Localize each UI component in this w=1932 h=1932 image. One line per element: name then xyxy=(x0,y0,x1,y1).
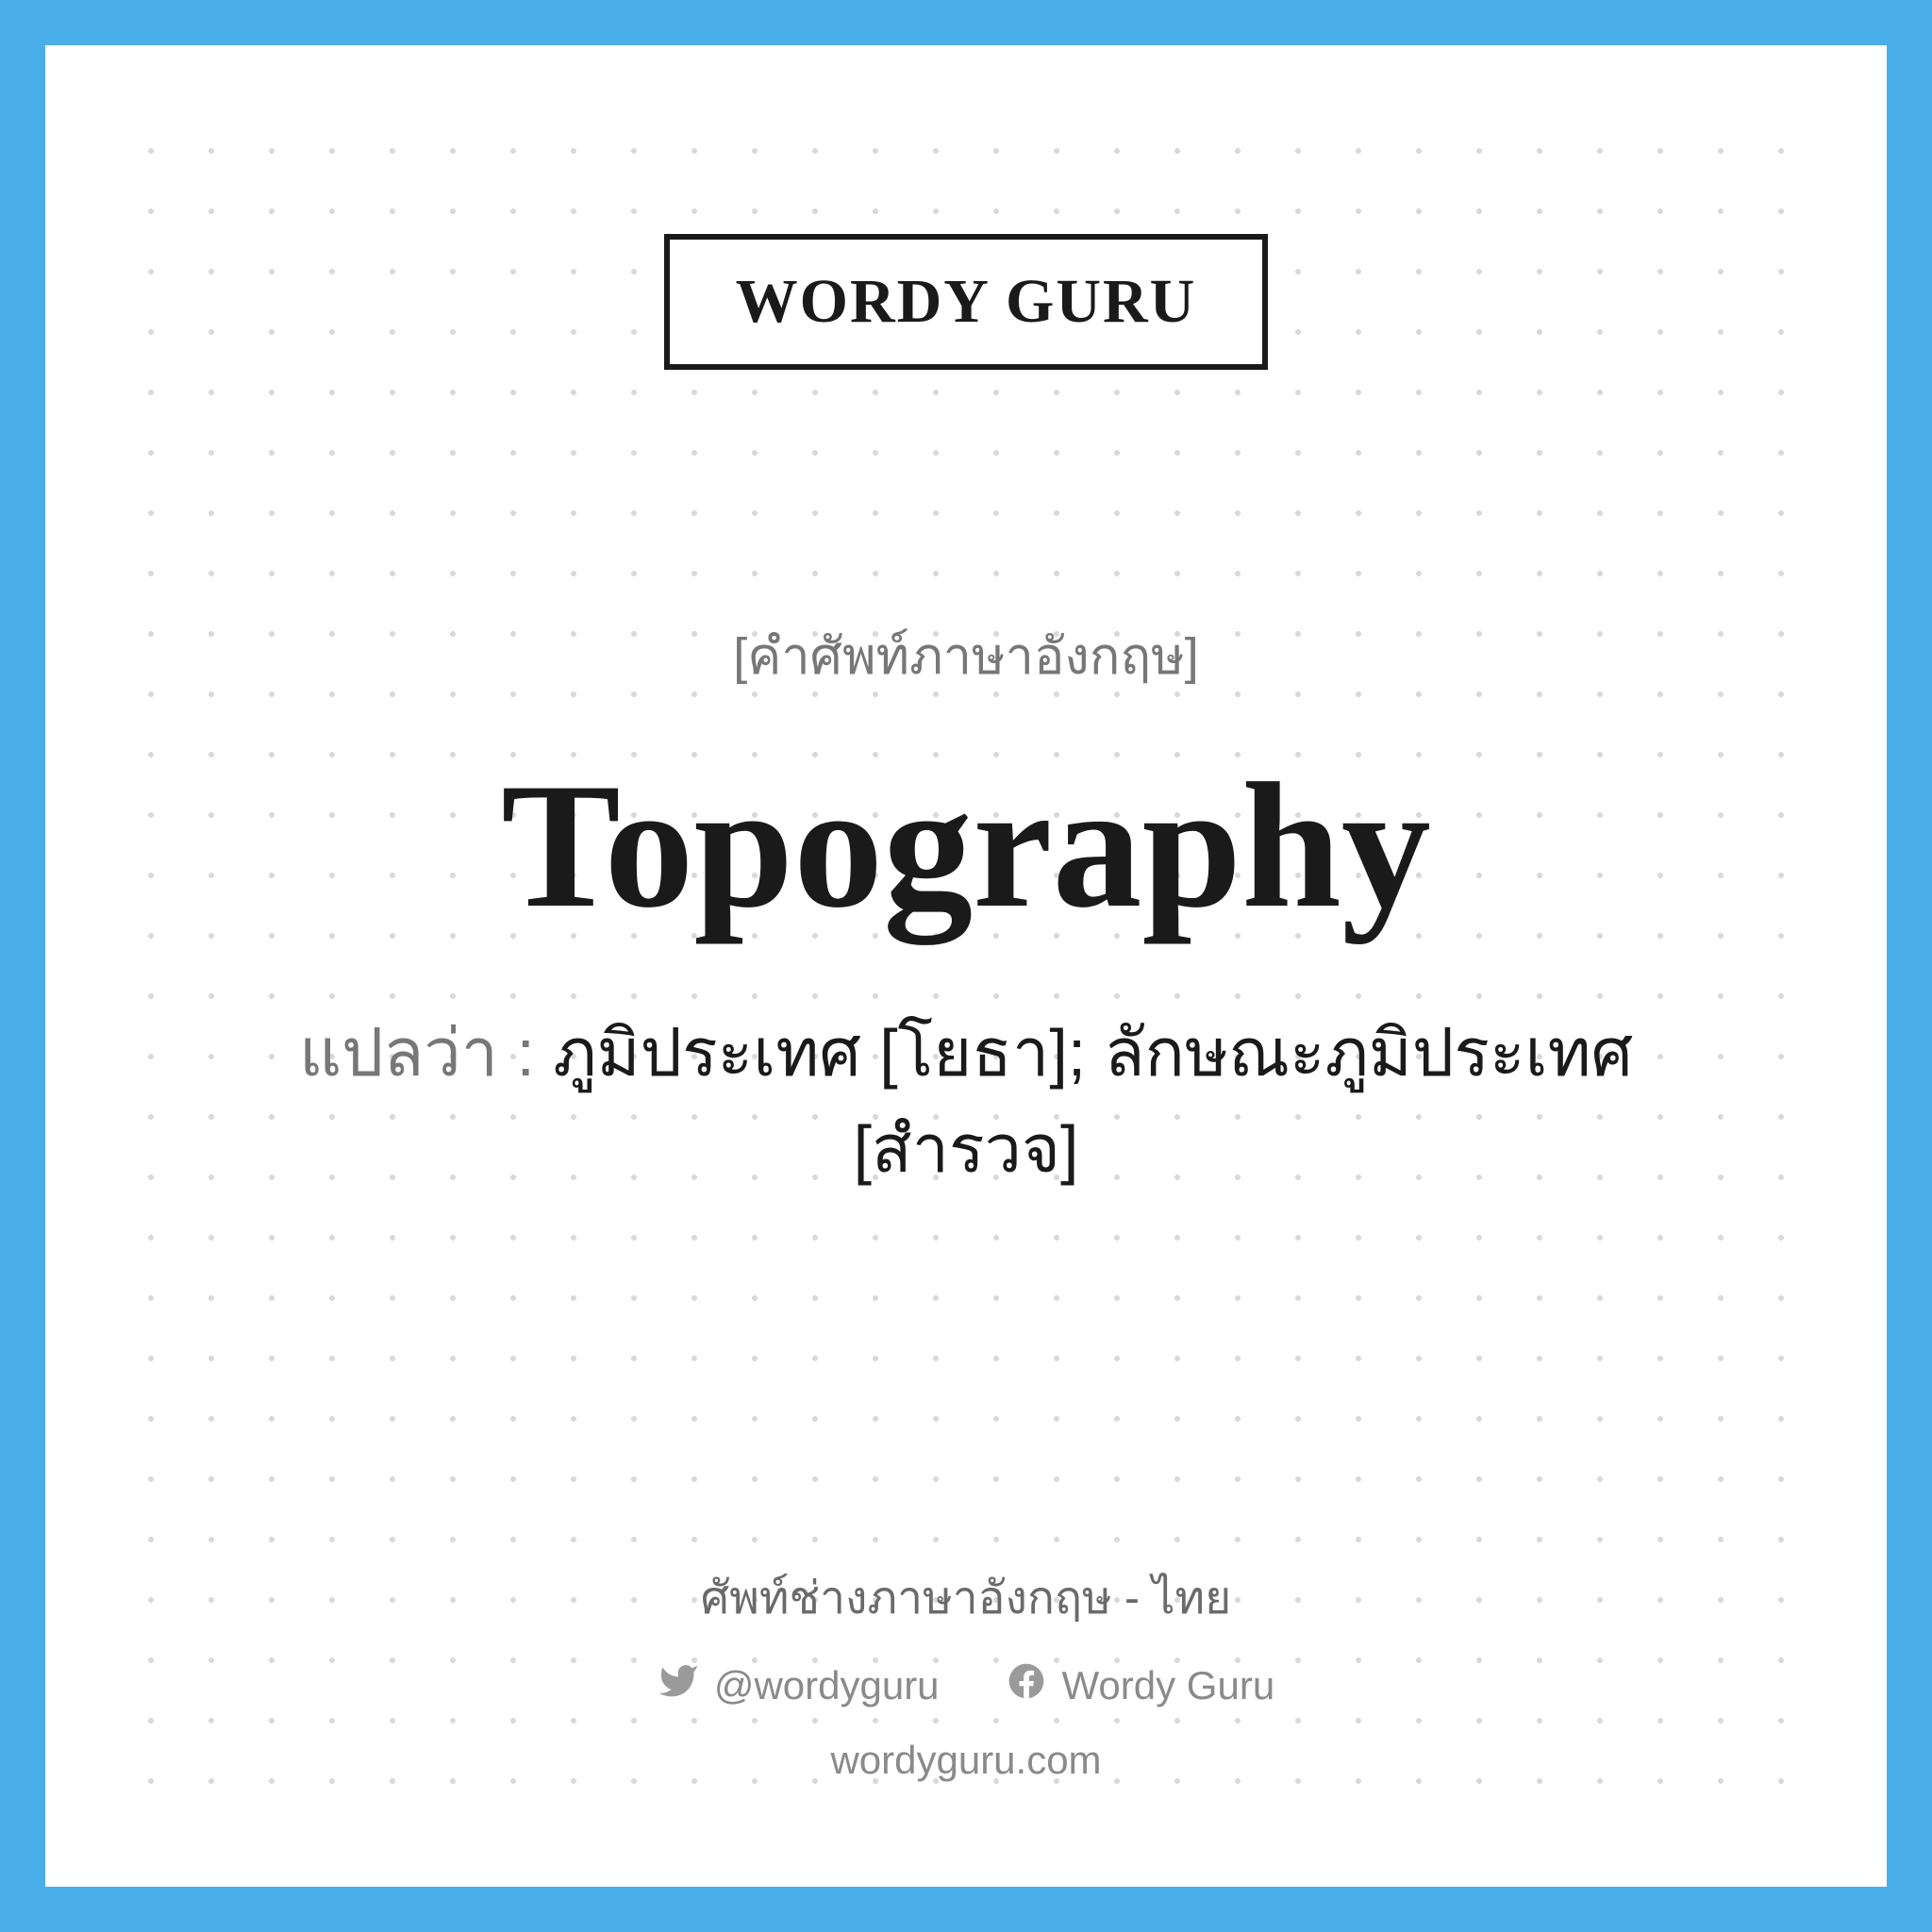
facebook-link[interactable]: Wordy Guru xyxy=(1006,1660,1275,1711)
facebook-icon xyxy=(1006,1660,1047,1711)
footer-title: ศัพท์ช่างภาษาอังกฤษ - ไทย xyxy=(701,1562,1232,1634)
social-row: @wordyguru Wordy Guru xyxy=(658,1660,1274,1711)
twitter-link[interactable]: @wordyguru xyxy=(658,1660,940,1711)
logo-text: WORDY GURU xyxy=(736,266,1197,338)
card-content: WORDY GURU [คำศัพท์ภาษาอังกฤษ] Topograph… xyxy=(45,45,1887,1887)
card-frame: WORDY GURU [คำศัพท์ภาษาอังกฤษ] Topograph… xyxy=(0,0,1932,1932)
twitter-icon xyxy=(658,1660,699,1711)
definition-text: ภูมิประเทศ [โยธา]; ลักษณะภูมิประเทศ [สำร… xyxy=(553,1016,1633,1186)
twitter-handle: @wordyguru xyxy=(714,1663,940,1708)
headword: Topography xyxy=(501,743,1431,949)
footer: ศัพท์ช่างภาษาอังกฤษ - ไทย @wordyguru Wor… xyxy=(45,1562,1887,1783)
category-label: [คำศัพท์ภาษาอังกฤษ] xyxy=(733,615,1199,696)
website-link[interactable]: wordyguru.com xyxy=(830,1738,1101,1783)
definition-row: แปลว่า : ภูมิประเทศ [โยธา]; ลักษณะภูมิปร… xyxy=(211,1006,1721,1197)
definition-label: แปลว่า : xyxy=(299,1016,553,1090)
logo-box: WORDY GURU xyxy=(664,234,1269,370)
facebook-name: Wordy Guru xyxy=(1062,1663,1275,1708)
